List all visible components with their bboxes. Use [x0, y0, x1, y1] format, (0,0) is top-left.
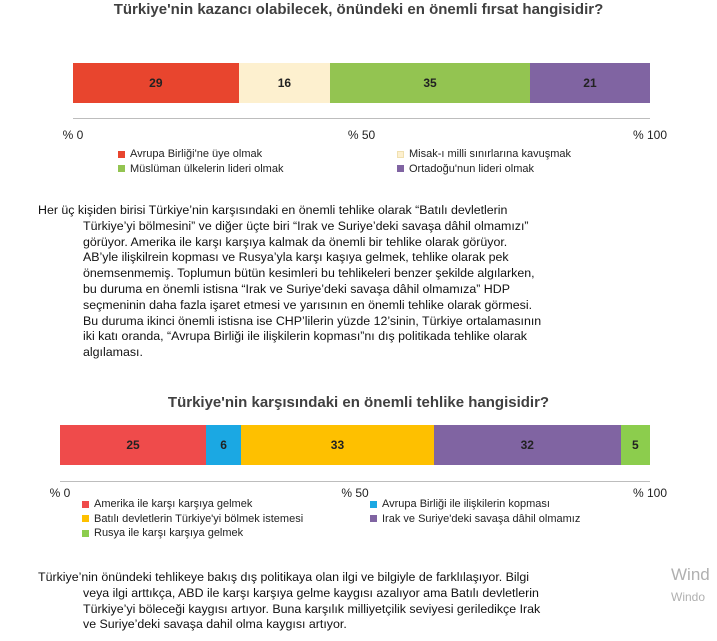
legend-item: Ortadoğu'nun lideri olmak [397, 163, 534, 175]
chart1-stacked-bar: 29 16 35 21 [73, 63, 650, 103]
chart1-title: Türkiye'nin kazancı olabilecek, önündeki… [113, 1, 604, 18]
chart2-title: Türkiye'nin karşısındaki en önemli tehli… [167, 394, 550, 411]
data-label: 21 [583, 76, 597, 90]
legend-label: Ortadoğu'nun lideri olmak [409, 162, 535, 175]
legend-swatch [397, 165, 404, 172]
paragraph-1-line: önemsenmemiş. Toplumun bütün kesimleri b… [83, 266, 535, 281]
paragraph-1-line: AB’yle ilişkilrein kopması ve Rusya’yla … [83, 250, 509, 265]
bar-segment: 35 [330, 63, 530, 103]
bar-segment: 32 [433, 425, 621, 465]
paragraph-1-line: Bu duruma ikinci önemli istisna ise CHP’… [83, 313, 542, 328]
tick-label: % 0 [62, 128, 84, 142]
paragraph-2-line: veya ilgi arttıkça, ABD ile karşı karşıy… [83, 585, 539, 600]
data-label: 5 [632, 438, 639, 452]
paragraph-1-line: Türkiye’yi bölmesini” ve diğer üçte biri… [83, 218, 529, 233]
legend-label: Irak ve Suriye'deki savaşa dâhil olmamız [382, 512, 581, 525]
paragraph-1-line: seçmeninin daha fazla işaret etmesi ve y… [83, 297, 533, 312]
windows-watermark: Wind [671, 565, 710, 584]
paragraph-2-line: Türkiye’yi böleceği kaygısı artıyor. Bun… [83, 601, 541, 616]
legend-label: Batılı devletlerin Türkiye'yi bölmek ist… [94, 512, 304, 525]
legend-item: Amerika ile karşı karşıya gelmek [82, 498, 252, 510]
tick-label: % 50 [347, 128, 376, 142]
bar-segment: 29 [73, 63, 239, 103]
legend-label: Avrupa Birliği ile ilişkilerin kopması [382, 498, 550, 510]
paragraph-1-line: Her üç kişiden birisi Türkiye’nin karşıs… [38, 203, 508, 217]
paragraph-1-line: algılaması. [83, 345, 143, 360]
legend-item: Irak ve Suriye'deki savaşa dâhil olmamız [370, 513, 580, 525]
legend-label: Amerika ile karşı karşıya gelmek [94, 498, 253, 510]
bar-segment: 25 [60, 425, 207, 465]
data-label: 35 [423, 76, 437, 90]
legend-swatch [118, 165, 125, 172]
chart2-axis [60, 481, 650, 482]
legend-label: Müslüman ülkelerin lideri olmak [130, 162, 284, 175]
tick-label: % 0 [49, 486, 71, 500]
legend-label: Avrupa Birliği'ne üye olmak [130, 148, 263, 160]
paragraph-1: Her üç kişiden birisi Türkiye’nin karşıs… [38, 203, 678, 361]
bar-segment: 5 [620, 425, 650, 465]
data-label: 6 [220, 438, 227, 452]
paragraph-2-line: Türkiye’nin önündeki tehlikeye bakış dış… [38, 570, 530, 584]
bar-segment: 33 [241, 425, 434, 465]
legend-swatch [82, 529, 89, 537]
tick-label: % 50 [341, 486, 369, 500]
paragraph-1-line: görüyor. Amerika ile karşı karşıya kalma… [83, 234, 508, 249]
paragraph-2-line: ve Suriye’deki savaşa dahil olma kaygısı… [83, 617, 347, 632]
legend-swatch [397, 150, 404, 158]
legend-item: Rusya ile karşı karşıya gelmek [82, 527, 243, 539]
legend-item: Misak-ı milli sınırlarına kavuşmak [397, 148, 571, 160]
legend-label: Rusya ile karşı karşıya gelmek [94, 527, 244, 539]
data-label: 32 [520, 438, 534, 452]
paragraph-2: Türkiye’nin önündeki tehlikeye bakış dış… [38, 570, 678, 633]
tick-label: % 100 [632, 128, 668, 142]
data-label: 29 [149, 76, 163, 90]
data-label: 25 [126, 438, 140, 452]
legend-item: Avrupa Birliği ile ilişkilerin kopması [370, 498, 550, 510]
bar-segment: 6 [206, 425, 242, 465]
bar-segment: 16 [238, 63, 331, 103]
paragraph-1-line: bu duruma en önemli istisna “Irak ve Sur… [83, 281, 510, 296]
legend-swatch [82, 500, 89, 508]
legend-swatch [82, 515, 89, 522]
bar-segment: 21 [530, 63, 650, 103]
legend-swatch [370, 515, 377, 522]
legend-label: Misak-ı milli sınırlarına kavuşmak [409, 148, 571, 160]
tick-label: % 100 [632, 486, 668, 500]
windows-watermark-sub: Windo [671, 590, 706, 604]
chart2-stacked-bar: 25 6 33 32 5 [60, 425, 650, 465]
legend-item: Avrupa Birliği'ne üye olmak [118, 148, 262, 160]
legend-item: Batılı devletlerin Türkiye'yi bölmek ist… [82, 513, 303, 525]
data-label: 33 [330, 438, 345, 452]
legend-swatch [370, 500, 377, 508]
chart1-axis [73, 118, 650, 119]
data-label: 16 [277, 76, 292, 90]
legend-item: Müslüman ülkelerin lideri olmak [118, 163, 283, 175]
paragraph-1-line: iki katı oranda, “Avrupa Birliği ile ili… [83, 329, 527, 344]
legend-swatch [118, 150, 125, 158]
